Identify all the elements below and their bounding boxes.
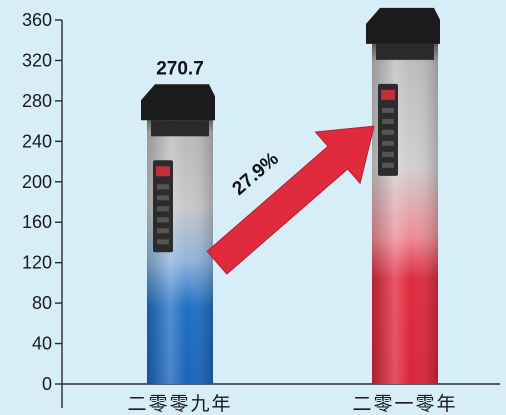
y-tick-label: 360 bbox=[22, 10, 52, 30]
growth-arrow-shape bbox=[206, 125, 375, 275]
y-tick-label: 200 bbox=[22, 172, 52, 192]
y-tick-label: 40 bbox=[32, 334, 52, 354]
data-value-label: 346.3 bbox=[381, 0, 429, 3]
battery-indicator-light bbox=[157, 239, 169, 245]
labels: 270.7 二零零九年 346.3 二零一零年 bbox=[127, 0, 457, 415]
battery-logo bbox=[381, 89, 395, 100]
battery-indicator-light bbox=[382, 107, 394, 113]
y-tick-label: 160 bbox=[22, 212, 52, 232]
x-category-label: 二零一零年 bbox=[352, 393, 457, 415]
battery-indicator-light bbox=[382, 162, 394, 168]
battery-logo bbox=[156, 166, 170, 177]
x-category-label: 二零零九年 bbox=[127, 393, 232, 415]
battery-collar bbox=[151, 120, 209, 137]
bar bbox=[366, 7, 440, 384]
battery-indicator-light bbox=[157, 228, 169, 234]
battery-indicator-light bbox=[382, 140, 394, 146]
y-tick-label: 280 bbox=[22, 91, 52, 111]
battery-indicator-light bbox=[382, 129, 394, 135]
growth-arrow: 27.9% bbox=[206, 125, 375, 275]
y-tick-label: 120 bbox=[22, 253, 52, 273]
y-tick-label: 320 bbox=[22, 50, 52, 70]
y-axis: 0 40 80 120 160 200 240 280 320 360 bbox=[22, 10, 500, 408]
y-tick-label: 240 bbox=[22, 131, 52, 151]
battery-indicator-light bbox=[157, 195, 169, 201]
battery-indicator-light bbox=[382, 151, 394, 157]
battery-cap bbox=[366, 7, 440, 44]
battery-indicator-light bbox=[157, 217, 169, 223]
battery-collar bbox=[376, 43, 434, 60]
battery-indicator-light bbox=[157, 206, 169, 212]
bar bbox=[141, 84, 215, 384]
battery-indicator-light bbox=[382, 118, 394, 124]
y-tick-label: 0 bbox=[42, 374, 52, 394]
battery-cap bbox=[141, 84, 215, 121]
bars bbox=[141, 7, 440, 384]
data-value-label: 270.7 bbox=[156, 58, 204, 79]
y-tick-label: 80 bbox=[32, 293, 52, 313]
battery-indicator-light bbox=[157, 184, 169, 190]
